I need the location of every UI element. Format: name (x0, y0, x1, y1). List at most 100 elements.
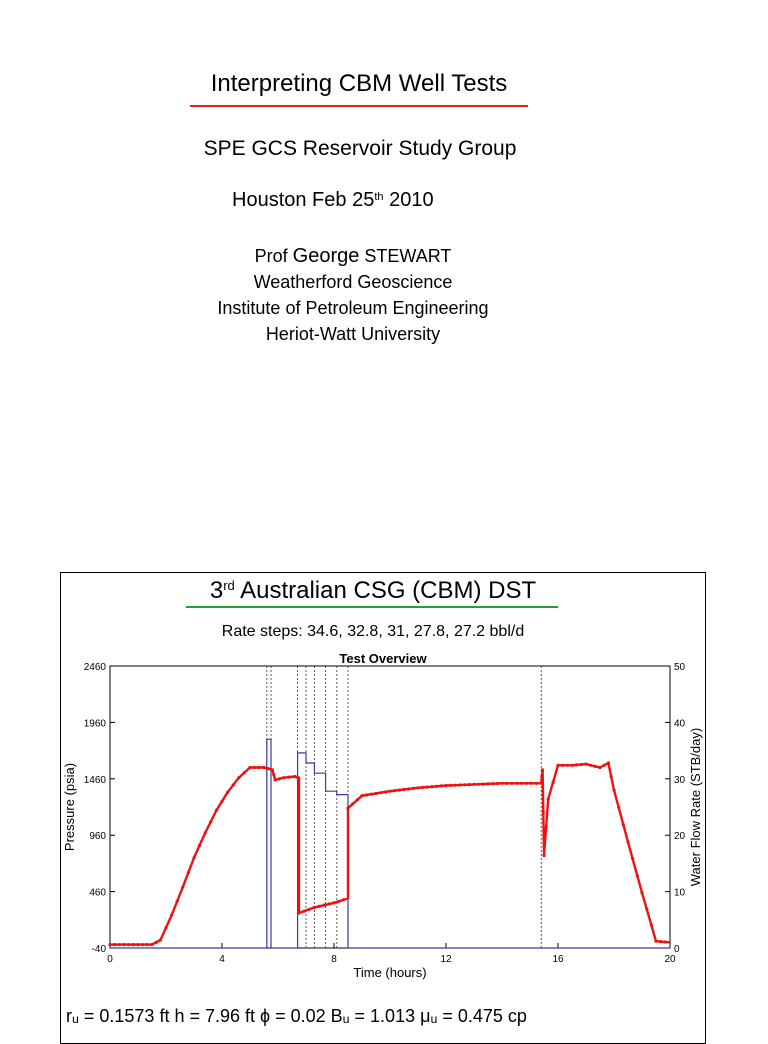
pressure-point (113, 943, 117, 947)
x-axis-label: Time (hours) (353, 965, 426, 980)
pressure-point (327, 902, 331, 906)
pressure-point (108, 943, 112, 947)
pressure-point (416, 786, 420, 790)
pressure-point (500, 781, 504, 785)
y-tick-label: 460 (89, 888, 106, 899)
pressure-point (635, 874, 639, 878)
pressure-point (534, 781, 538, 785)
right-axis: 50 40 30 20 10 0 (665, 662, 686, 955)
pressure-point (435, 784, 439, 788)
pressure-point (579, 762, 583, 767)
pressure-point (297, 911, 301, 915)
pressure-point (463, 783, 467, 787)
water-rate-series (110, 738, 670, 949)
pressure-point (242, 771, 246, 775)
x-tick-label: 12 (440, 954, 452, 965)
date-main: Houston Feb 25 (232, 189, 375, 211)
y-tick-label: -40 (92, 944, 107, 955)
author-prefix: Prof (254, 246, 293, 266)
pressure-point (282, 776, 286, 780)
plot-area (109, 665, 671, 949)
pressure-point (659, 940, 663, 944)
y-tick-label: 960 (89, 831, 106, 842)
pressure-point (606, 761, 611, 765)
pressure-point (617, 805, 621, 810)
chart-title: Test Overview (339, 651, 427, 666)
x-tick-label: 0 (107, 954, 113, 965)
pressure-point (141, 943, 145, 947)
pressure-point (453, 783, 457, 787)
x-tick-label: 8 (331, 954, 337, 965)
pressure-point (117, 943, 121, 947)
pressure-point (505, 781, 509, 785)
pressure-point (341, 898, 345, 902)
pressure-series (110, 761, 671, 946)
pressure-point (262, 765, 266, 770)
pressure-point (198, 843, 202, 848)
pressure-point (257, 765, 261, 770)
pressure-point (295, 775, 299, 779)
author-affiliation-1: Weatherford Geoscience (253, 272, 453, 292)
pressure-point (383, 790, 387, 794)
pressure-point (444, 784, 448, 788)
pressure-point (369, 792, 373, 796)
pressure-point (209, 820, 213, 824)
pressure-point (360, 794, 364, 798)
author-name: Prof George STEWART (0, 245, 706, 268)
y2-axis-label: Water Flow Rate (STB/day) (688, 728, 703, 886)
pressure-point (317, 904, 321, 908)
pressure-point (220, 799, 224, 804)
pressure-point (481, 782, 485, 786)
pressure-scatter (108, 761, 667, 947)
pressure-point (122, 943, 126, 947)
slide2-title-underline (186, 606, 558, 608)
subtitle: SPE GCS Reservoir Study Group (203, 137, 517, 160)
pressure-point (645, 907, 649, 911)
pressure-point (486, 782, 490, 786)
pressure-point (631, 857, 635, 861)
slide2-title-sup: rd (223, 578, 235, 593)
pressure-point (472, 782, 476, 787)
pressure-point (154, 940, 158, 945)
pressure-point (131, 943, 135, 947)
pressure-point (458, 783, 462, 787)
pressure-point (127, 943, 131, 947)
pressure-point (150, 943, 154, 947)
pressure-point (379, 791, 383, 795)
pressure-point (374, 791, 378, 796)
pressure-point (186, 870, 190, 875)
pressure-point (540, 774, 544, 779)
pressure-point (203, 831, 207, 835)
pressure-point (181, 885, 185, 889)
pressure-point (520, 781, 524, 785)
pressure-point (542, 853, 546, 858)
slide2-title: 3rd Australian CSG (CBM) DST (0, 577, 746, 605)
pressure-point (449, 783, 453, 788)
pressure-point (158, 938, 162, 942)
pressure-point (164, 926, 168, 930)
pressure-point (640, 891, 644, 895)
pressure-point (515, 781, 519, 785)
pressure-point (439, 784, 443, 788)
y-tick-label: 2460 (84, 662, 107, 673)
pressure-point (544, 825, 548, 829)
page-title: Interpreting CBM Well Tests (210, 70, 508, 97)
event-date: Houston Feb 25th 2010 (232, 189, 434, 212)
pressure-point (272, 773, 276, 777)
pressure-point (421, 785, 425, 790)
pressure-point (407, 787, 411, 791)
y2-tick-label: 30 (674, 775, 686, 786)
pressure-point (273, 778, 277, 782)
title-underline (190, 105, 528, 107)
pressure-point (226, 790, 230, 794)
y-tick-label: 1960 (84, 718, 107, 729)
pressure-point (346, 806, 350, 810)
y2-tick-label: 40 (674, 718, 686, 729)
y2-tick-label: 0 (674, 944, 680, 955)
y-axis-label: Pressure (psia) (62, 763, 77, 851)
pressure-point (663, 940, 667, 944)
event-markers (266, 666, 542, 948)
pressure-point (626, 840, 630, 844)
date-year: 2010 (383, 189, 434, 211)
